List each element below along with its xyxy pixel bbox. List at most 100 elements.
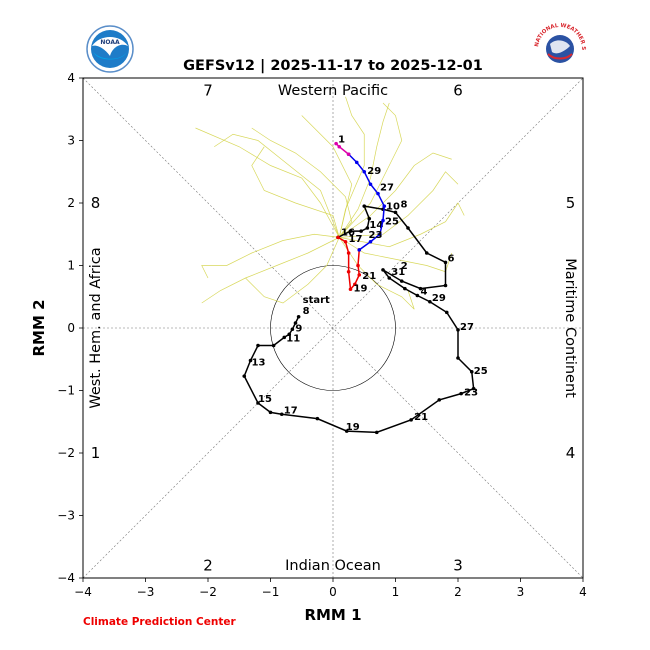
phase-label-8: 8 [91, 194, 101, 212]
day-label: 13 [252, 358, 266, 369]
noaa-logo: NOAA [86, 25, 134, 73]
series-point-observed [459, 391, 463, 396]
series-point-observed [415, 293, 420, 298]
y-tick-label: 0 [67, 321, 75, 335]
phase-label-7: 7 [203, 82, 213, 100]
ensemble-member-13 [201, 237, 340, 304]
unit-circle [270, 265, 396, 391]
series-point-observed [268, 410, 273, 415]
day-label: 17 [284, 405, 298, 416]
series-point-observed [443, 283, 448, 288]
series-point-forecast-red [343, 239, 348, 244]
series-forecast-magenta: 1 [334, 135, 351, 157]
series-point-observed [399, 279, 404, 283]
region-label-top: Western Pacific [278, 83, 388, 99]
series-point-forecast-blue [382, 204, 387, 208]
day-label: 10 [386, 201, 400, 212]
day-label: 2 [401, 261, 408, 272]
ensemble-member-10 [251, 146, 340, 238]
series-point-observed [365, 226, 370, 230]
series-point-forecast-blue [378, 232, 382, 237]
day-label: 27 [460, 322, 474, 333]
day-label: 15 [258, 394, 272, 405]
phase-label-1: 1 [91, 444, 101, 462]
y-tick-label: −4 [57, 571, 75, 585]
y-axis-label: RMM 2 [30, 299, 48, 356]
phase-label-4: 4 [566, 444, 576, 462]
series-point-observed [443, 260, 448, 265]
credit-text: Climate Prediction Center [83, 616, 236, 628]
y-tick-label: 2 [67, 196, 75, 210]
series-point-observed [387, 276, 392, 280]
series-line-forecast-blue [348, 153, 386, 251]
series-point-observed [374, 430, 379, 435]
series-point-observed [287, 332, 292, 337]
y-tick-label: 4 [67, 71, 75, 85]
x-tick-label: 4 [579, 585, 587, 599]
day-label: start [303, 295, 330, 306]
y-tick-label: −1 [57, 384, 75, 398]
series-point-forecast-magenta [337, 144, 342, 149]
series-point-forecast-magenta [346, 152, 351, 157]
series-point-forecast-red [357, 273, 362, 277]
series-point-observed [296, 314, 301, 319]
y-tick-label: 1 [67, 259, 75, 273]
series-point-observed [344, 429, 349, 433]
series-point-forecast-magenta [334, 141, 338, 146]
series-point-observed [359, 229, 363, 233]
day-label: 25 [474, 366, 488, 377]
chart-title: GEFSv12 | 2025-11-17 to 2025-12-01 [183, 58, 483, 74]
day-label: 6 [448, 253, 455, 264]
series-point-observed [424, 251, 429, 255]
day-label: 14 [369, 220, 383, 231]
day-label: 16 [341, 227, 355, 238]
series-point-observed [456, 356, 460, 360]
ensemble-member-2 [338, 102, 390, 238]
y-tick-label: 3 [67, 134, 75, 148]
day-label: 25 [385, 217, 399, 228]
series-point-observed [471, 386, 476, 391]
reference-lines [82, 77, 584, 579]
series-point-observed [409, 418, 413, 422]
series-point-observed [362, 204, 367, 208]
day-label: 4 [421, 287, 428, 298]
series-point-forecast-red [348, 287, 353, 292]
phase-label-5: 5 [566, 194, 576, 212]
phase-label-2: 2 [203, 557, 213, 575]
ensemble-member-14 [339, 202, 465, 248]
x-axis-label: RMM 1 [304, 606, 361, 624]
series-point-forecast-blue [357, 248, 362, 252]
series-point-observed [428, 299, 432, 304]
day-label: 1 [338, 135, 345, 146]
ensemble-member-9 [339, 171, 459, 238]
series-point-observed [437, 398, 442, 402]
day-label: 21 [414, 412, 428, 423]
ensemble-member-1 [251, 127, 353, 238]
day-label: 9 [295, 323, 302, 334]
x-tick-label: 0 [329, 585, 337, 599]
series-point-forecast-red [353, 282, 357, 287]
series-line-observed [243, 205, 475, 434]
series-point-forecast-blue [381, 218, 385, 223]
phase-label-3: 3 [453, 557, 463, 575]
series-point-observed [293, 321, 298, 325]
x-tick-label: −1 [262, 585, 280, 599]
ref-line-diagonal-down [82, 77, 584, 579]
series-point-observed [367, 216, 372, 221]
ensemble-member-6 [339, 152, 452, 238]
series-point-observed [456, 328, 460, 332]
series-point-observed [290, 327, 295, 332]
x-tick-label: −4 [74, 585, 92, 599]
day-label: 17 [349, 234, 363, 245]
y-tick-label: −2 [57, 446, 75, 460]
series-point-observed [315, 416, 320, 421]
region-label-left: West. Hem. and Africa [88, 247, 104, 408]
series-point-forecast-blue [368, 182, 373, 187]
region-label-bottom: Indian Ocean [285, 558, 381, 574]
series-point-observed [406, 226, 410, 230]
series-point-forecast-blue [354, 160, 359, 165]
